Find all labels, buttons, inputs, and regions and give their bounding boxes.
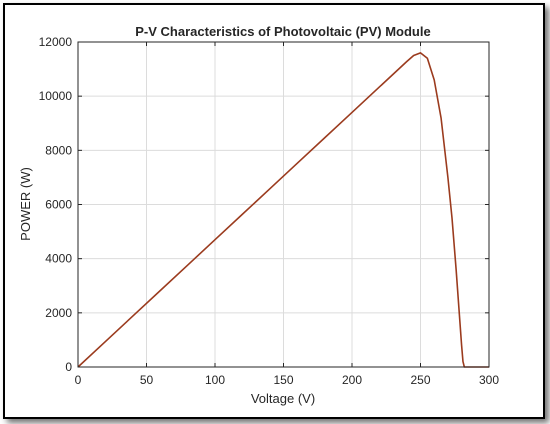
x-tick-label: 200 xyxy=(342,373,362,387)
x-tick-label: 100 xyxy=(205,373,225,387)
tick-layer: 0 50 100 150 200 250 300 0 2000 4000 6000 8000 10000… xyxy=(39,35,500,387)
x-tick-label: 300 xyxy=(479,373,499,387)
y-tick-label: 0 xyxy=(65,360,72,374)
y-axis-label: POWER (W) xyxy=(18,167,33,241)
y-tick-label: 6000 xyxy=(45,198,72,212)
chart-frame xyxy=(3,3,545,419)
y-tick-label: 8000 xyxy=(45,143,72,157)
x-tick-label: 0 xyxy=(75,373,82,387)
pv-power-curve xyxy=(77,52,489,368)
x-tick-label: 250 xyxy=(410,373,430,387)
y-tick-label: 10000 xyxy=(39,89,73,103)
x-tick-label: 50 xyxy=(140,373,154,387)
y-tick-label: 4000 xyxy=(45,252,72,266)
series-layer xyxy=(77,52,489,368)
y-tick-label: 12000 xyxy=(39,35,73,49)
grid-layer xyxy=(77,41,490,368)
x-tick-label: 150 xyxy=(273,373,293,387)
x-axis-label: Voltage (V) xyxy=(251,391,315,406)
y-tick-label: 2000 xyxy=(45,306,72,320)
chart-title: P-V Characteristics of Photovoltaic (PV)… xyxy=(135,24,430,39)
